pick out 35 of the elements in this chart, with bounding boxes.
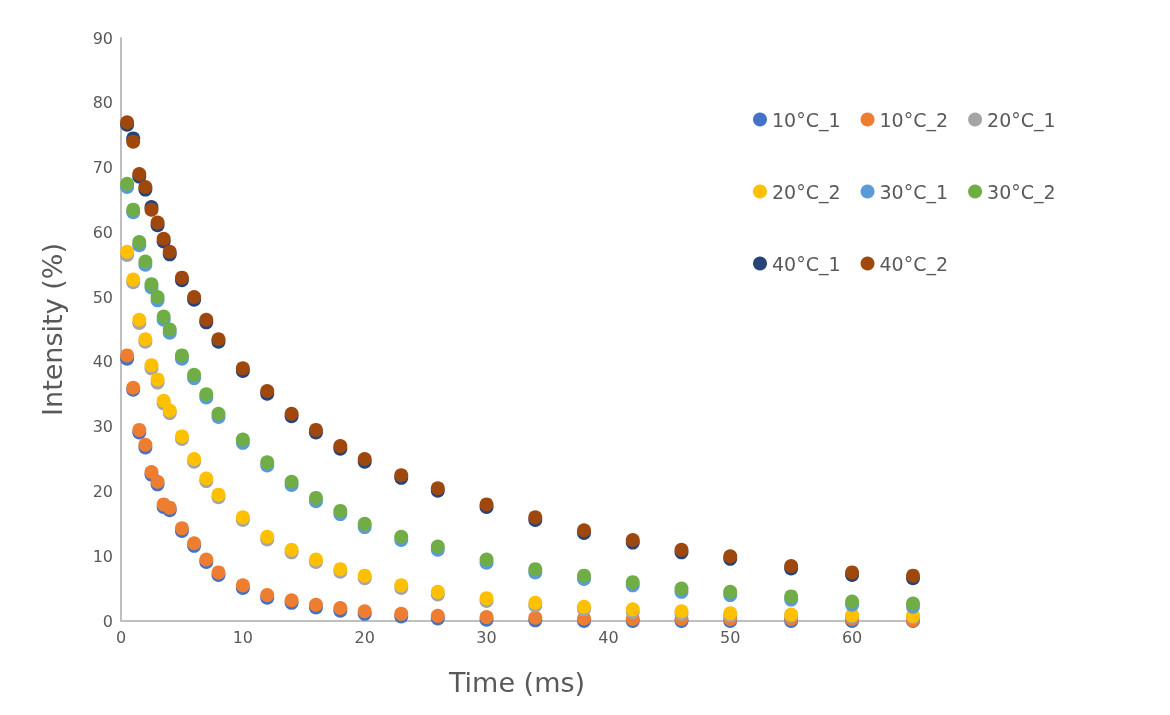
point	[333, 503, 348, 518]
legend-label: 20°C_1	[987, 108, 1056, 132]
point	[394, 529, 409, 544]
y-tick-label: 80	[92, 93, 113, 113]
point	[308, 490, 323, 505]
legend-label: 10°C_2	[879, 108, 949, 132]
legend-label: 20°C_2	[772, 180, 841, 204]
point	[187, 367, 202, 382]
y-tick-label: 70	[92, 158, 113, 178]
x-tick-label: 50	[720, 627, 741, 647]
x-tick-label: 60	[841, 627, 863, 647]
legend-label: 30°C_1	[879, 180, 949, 204]
y-tick-label: 90	[92, 28, 113, 48]
y-tick-label: 40	[92, 352, 113, 372]
x-tick-label: 10	[232, 627, 254, 647]
point	[357, 516, 372, 531]
point	[132, 312, 147, 327]
x-axis-title: Time (ms)	[447, 667, 586, 698]
y-tick-label: 0	[102, 611, 113, 631]
y-tick-label: 10	[92, 546, 113, 566]
point	[723, 584, 738, 599]
legend-label: 10°C_1	[772, 108, 841, 132]
legend-label: 40°C_2	[879, 252, 949, 276]
x-tick-label: 40	[598, 627, 619, 647]
y-axis-title: Intensity (%)	[37, 243, 68, 416]
x-tick-label: 30	[476, 627, 497, 647]
y-tick-label: 50	[92, 287, 113, 307]
point	[120, 244, 135, 259]
y-tick-label: 20	[92, 481, 113, 501]
y-tick-label: 30	[92, 417, 113, 437]
legend-label: 40°C_1	[772, 252, 841, 276]
x-tick-label: 20	[354, 627, 375, 647]
x-tick-label: 0	[115, 627, 127, 647]
legend-label: 30°C_2	[987, 180, 1056, 204]
y-tick-label: 60	[92, 222, 113, 242]
